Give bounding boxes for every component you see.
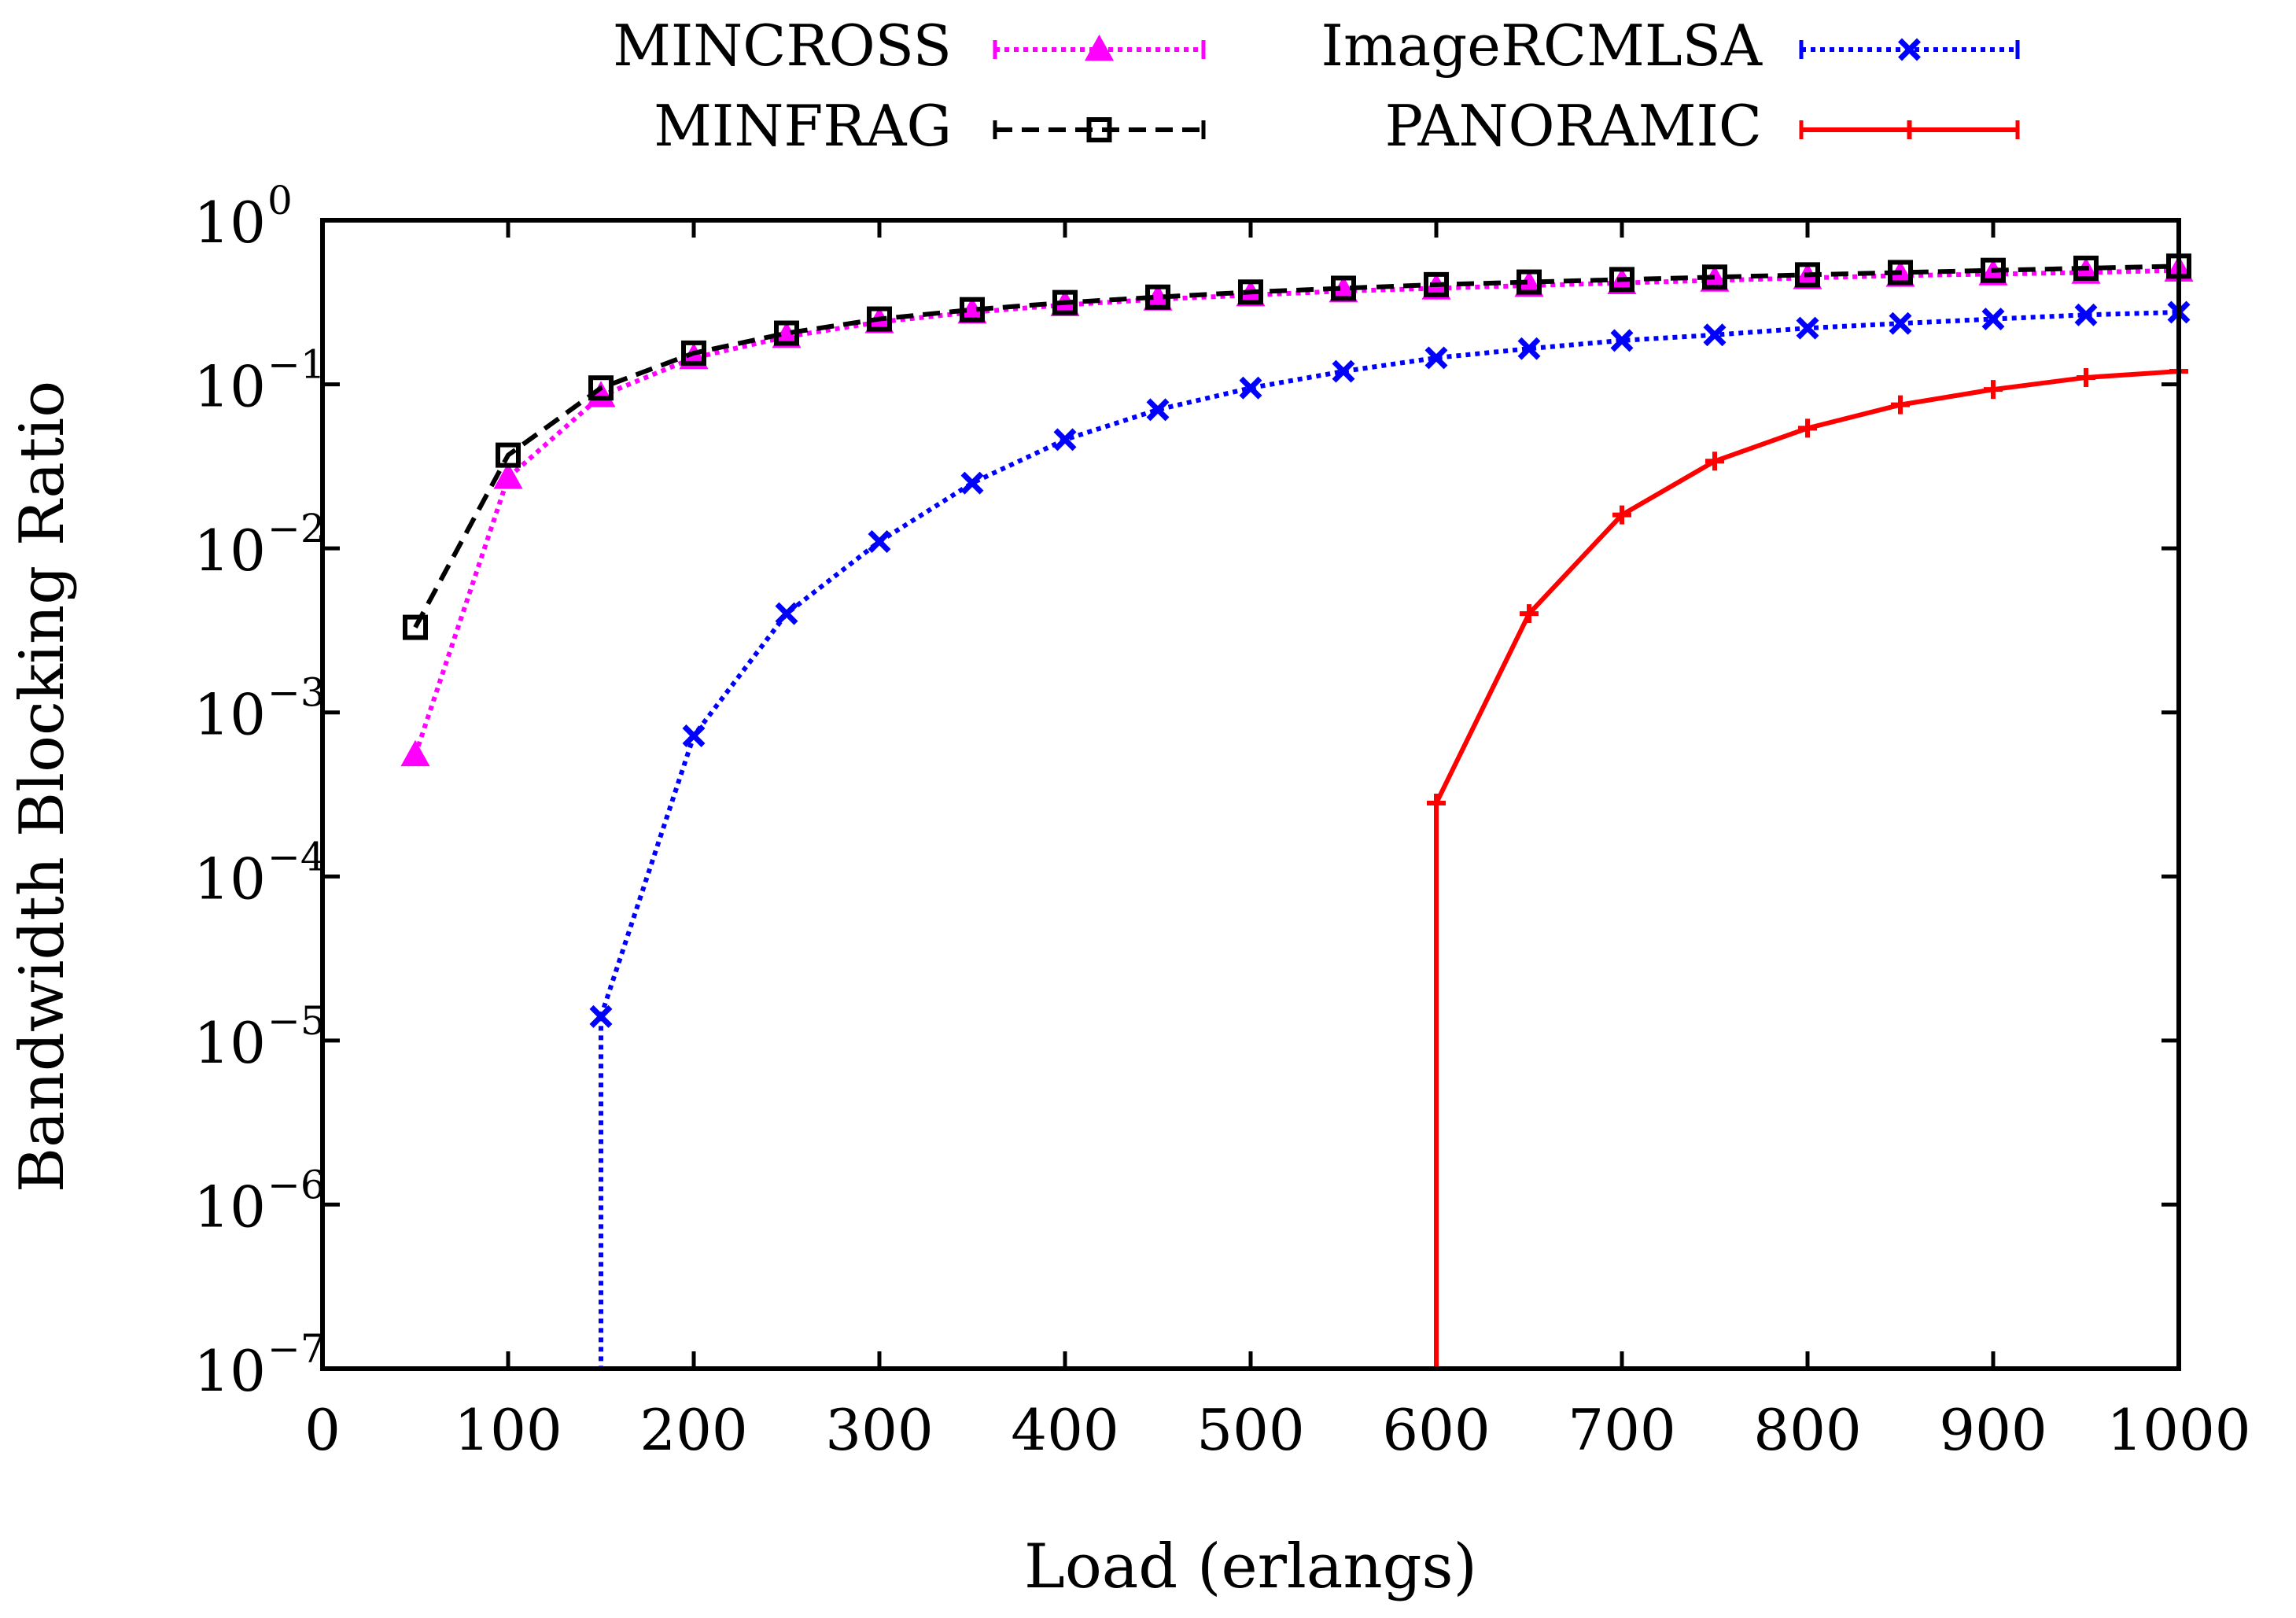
x-axis-label: Load (erlangs)	[1024, 1531, 1477, 1602]
series-panoramic-point	[1891, 395, 1910, 415]
x-tick-label: 200	[639, 1397, 747, 1463]
series-panoramic-point	[1798, 418, 1817, 438]
series-minfrag-point	[1609, 267, 1634, 293]
plot-frame	[320, 218, 2181, 1371]
series-panoramic	[1427, 362, 2188, 1369]
series-panoramic-point	[1427, 794, 1446, 813]
x-tick-label: 300	[825, 1397, 933, 1463]
x-tick-label: 900	[1939, 1397, 2047, 1463]
series-imagercmlsa-point	[1146, 398, 1170, 422]
y-tick-exponent: 0	[267, 178, 293, 223]
legend-label-panoramic: PANORAMIC	[1385, 93, 1762, 159]
y-tick-exponent: −3	[267, 670, 326, 716]
series-minfrag-point	[1888, 260, 1913, 286]
x-tick-label: 100	[454, 1397, 562, 1463]
series-imagercmlsa-point	[1703, 323, 1727, 347]
series-imagercmlsa-point	[775, 602, 798, 625]
legend-label-mincross: MINCROSS	[613, 13, 952, 79]
y-tick-label: 10	[193, 1010, 266, 1076]
series-minfrag-point	[1145, 284, 1170, 310]
x-tick-label: 0	[304, 1397, 341, 1463]
series-minfrag-point	[1517, 269, 1542, 295]
series-panoramic-point	[1520, 604, 1539, 624]
legend-label-minfrag: MINFRAG	[654, 93, 952, 159]
series-minfrag-point	[681, 340, 706, 366]
y-tick-exponent: −6	[267, 1162, 326, 1207]
series-imagercmlsa-point	[1517, 337, 1541, 360]
series-imagercmlsa-point	[1239, 376, 1262, 400]
series-imagercmlsa-point	[589, 1004, 613, 1028]
series-minfrag-point	[1238, 279, 1263, 305]
series-imagercmlsa-point	[1796, 316, 1819, 340]
series-minfrag-point	[867, 306, 892, 332]
series-imagercmlsa-point	[2074, 303, 2098, 326]
series-imagercmlsa-point	[682, 724, 706, 747]
series-mincross-line	[413, 267, 2180, 756]
series-imagercmlsa	[589, 300, 2191, 1369]
x-tick-label: 500	[1196, 1397, 1304, 1463]
series-imagercmlsa-point	[1889, 311, 1912, 335]
series-minfrag-point	[1424, 271, 1449, 297]
y-tick-label: 10	[193, 682, 266, 748]
y-tick-label: 10	[193, 190, 266, 256]
y-tick-label: 10	[193, 1338, 266, 1404]
series-imagercmlsa-point	[868, 530, 891, 553]
series-imagercmlsa-point	[960, 471, 984, 495]
x-tick-label: 600	[1382, 1397, 1490, 1463]
x-tick-label: 400	[1011, 1397, 1119, 1463]
legend: MINCROSS MINFRAG ImageRCMLSA PANORAMIC	[613, 13, 2020, 159]
y-tick-exponent: −2	[267, 506, 326, 551]
series-panoramic-point	[1612, 505, 1631, 525]
series-imagercmlsa-point	[1053, 428, 1077, 451]
series-minfrag-point	[403, 614, 428, 640]
x-tick-label: 800	[1753, 1397, 1861, 1463]
series-imagercmlsa-point	[1981, 308, 2005, 331]
series-minfrag-point	[960, 297, 985, 322]
series-panoramic-point	[1705, 451, 1724, 471]
legend-sample-marker-panoramic	[1900, 120, 1919, 139]
series-minfrag	[403, 253, 2191, 640]
y-tick-label: 10	[193, 354, 266, 420]
x-tick-label: 1000	[2106, 1397, 2250, 1463]
y-tick-label: 10	[193, 846, 266, 912]
series-imagercmlsa-point	[1610, 329, 1634, 352]
x-tick-label: 700	[1568, 1397, 1675, 1463]
series-imagercmlsa-point	[1424, 346, 1448, 370]
y-tick-exponent: −7	[267, 1326, 326, 1372]
y-tick-exponent: −1	[267, 342, 326, 388]
legend-sample-marker-imagercmlsa	[1898, 38, 1921, 61]
series-minfrag-point	[588, 375, 614, 401]
series-mincross-point	[400, 739, 430, 767]
series-minfrag-point	[496, 442, 521, 468]
series-minfrag-point	[1331, 275, 1356, 301]
series-minfrag-point	[1981, 257, 2006, 283]
series-minfrag-point	[1702, 264, 1727, 290]
y-axis-label: Bandwidth Blocking Ratio	[7, 381, 78, 1192]
series-panoramic-point	[1984, 380, 2003, 400]
y-tick-exponent: −5	[267, 998, 326, 1044]
series-minfrag-point	[1795, 262, 1820, 288]
legend-label-imagercmlsa: ImageRCMLSA	[1321, 13, 1763, 79]
series-minfrag-point	[2073, 255, 2099, 281]
series-mincross-point	[493, 463, 523, 489]
series-panoramic-point	[2077, 367, 2095, 387]
series-minfrag-point	[1052, 289, 1078, 315]
legend-sample-marker-mincross	[1084, 34, 1115, 61]
series-minfrag-point	[774, 320, 799, 346]
series-imagercmlsa-point	[1332, 359, 1355, 383]
y-tick-label: 10	[193, 518, 266, 584]
y-tick-label: 10	[193, 1174, 266, 1240]
series-minfrag-line	[413, 264, 2180, 628]
legend-sample-marker-minfrag	[1086, 117, 1112, 142]
y-tick-exponent: −4	[267, 834, 326, 879]
